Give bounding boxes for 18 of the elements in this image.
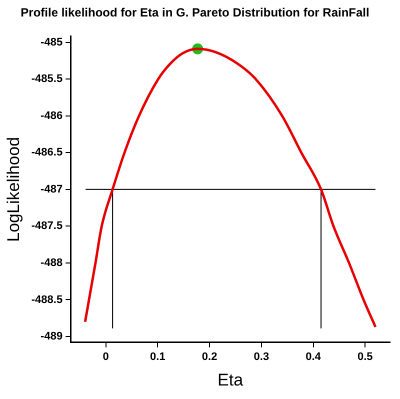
x-tick-label: 0.1 xyxy=(150,351,166,364)
x-axis-title: Eta xyxy=(218,370,244,390)
y-tick-label: -487 xyxy=(40,183,63,196)
y-tick-label: -487.5 xyxy=(31,220,63,232)
y-tick-label: -485.5 xyxy=(31,73,63,86)
y-tick-label: -488.5 xyxy=(31,294,63,306)
y-tick-label: -486.5 xyxy=(31,146,63,159)
y-axis-title: LogLikelihood xyxy=(4,136,23,242)
y-tick-label: -485 xyxy=(40,36,63,48)
y-tick-label: -488 xyxy=(40,256,63,269)
x-tick-label: 0 xyxy=(102,351,109,364)
x-tick-label: 0.3 xyxy=(254,351,270,364)
y-tick-label: -486 xyxy=(40,110,63,122)
x-tick-label: 0.4 xyxy=(306,351,322,364)
chart-title: Profile likelihood for Eta in G. Pareto Distribution for RainFall xyxy=(20,6,370,20)
x-tick-label: 0.2 xyxy=(202,351,218,364)
x-tick-label: 0.5 xyxy=(357,351,373,364)
y-tick-label: -489 xyxy=(40,330,63,343)
